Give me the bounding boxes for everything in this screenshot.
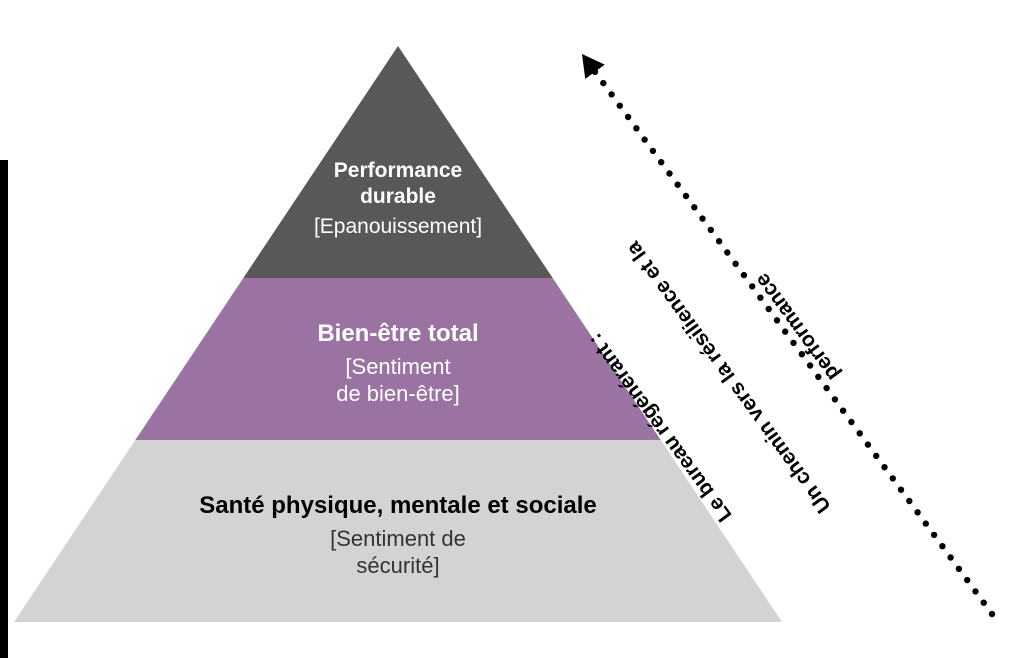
pyramid-infographic: Performancedurable[Epanouissement]Bien-ê… bbox=[0, 0, 1024, 658]
arrow-caption-line2: Un chemin vers la résilience et la bbox=[620, 235, 838, 518]
